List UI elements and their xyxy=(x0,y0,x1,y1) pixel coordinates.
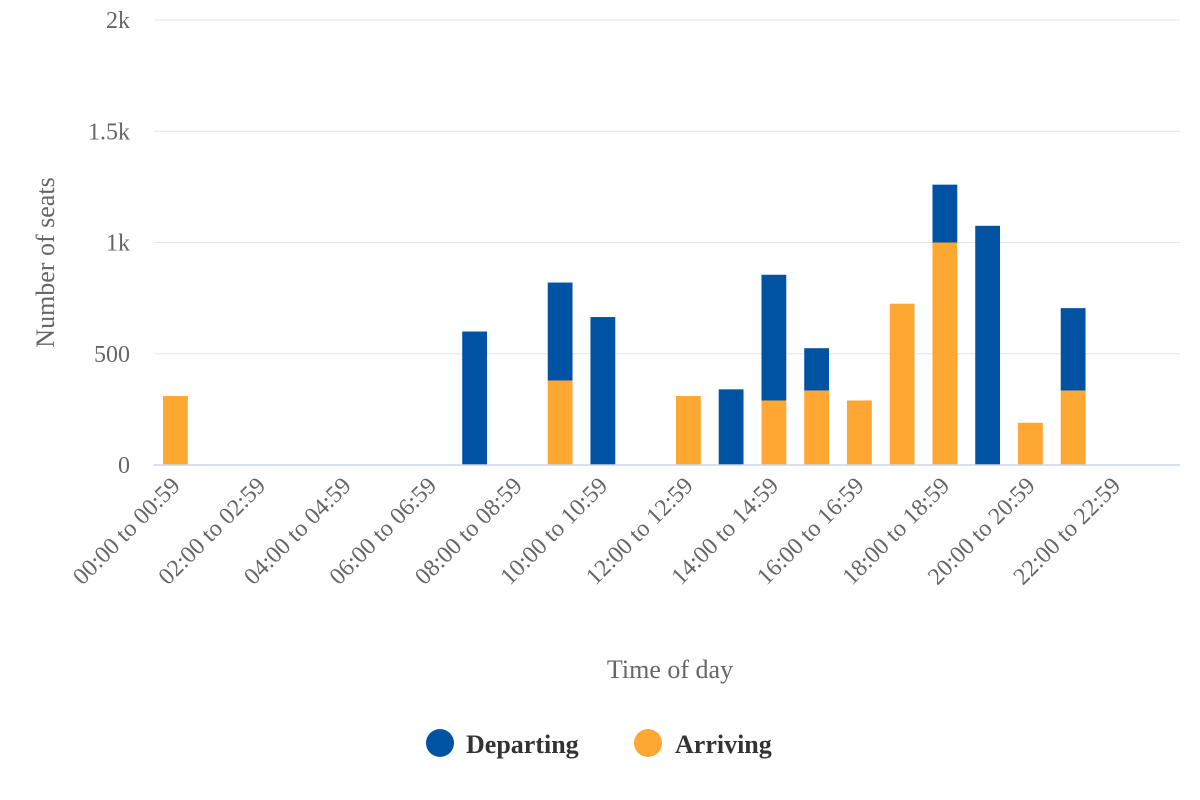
bars xyxy=(162,184,1086,465)
bar-arriving xyxy=(761,400,787,465)
bar-arriving xyxy=(804,390,830,465)
bar-departing xyxy=(590,317,616,465)
bar-arriving xyxy=(162,396,188,465)
bar-arriving xyxy=(1017,422,1043,465)
bar-departing xyxy=(547,282,573,381)
bar-departing xyxy=(975,225,1001,465)
legend-label-arriving: Arriving xyxy=(675,730,772,759)
y-tick-label: 0 xyxy=(118,453,130,479)
legend-marker-departing xyxy=(426,729,454,757)
bar-arriving xyxy=(1060,390,1086,465)
y-axis-title: Number of seats xyxy=(31,177,60,347)
y-tick-label: 1k xyxy=(106,231,130,257)
bar-arriving xyxy=(846,400,872,465)
bar-departing xyxy=(718,389,744,465)
bar-arriving xyxy=(547,380,573,465)
bar-arriving xyxy=(889,303,915,465)
x-axis-title: Time of day xyxy=(607,655,733,684)
y-tick-label: 1.5k xyxy=(88,119,130,145)
bar-departing xyxy=(462,331,488,465)
y-tick-label: 500 xyxy=(94,342,130,368)
bar-arriving xyxy=(932,242,958,465)
legend-label-departing: Departing xyxy=(466,730,579,759)
bar-departing xyxy=(761,274,787,401)
gridlines xyxy=(154,19,1180,355)
legend: Departing Arriving xyxy=(426,729,772,759)
bar-arriving xyxy=(675,396,701,465)
bar-departing xyxy=(1060,308,1086,391)
bar-departing xyxy=(932,184,958,243)
legend-marker-arriving xyxy=(634,729,662,757)
y-tick-label: 2k xyxy=(106,8,130,34)
bar-departing xyxy=(804,348,830,391)
y-axis-ticks: 0 500 1k 1.5k 2k xyxy=(88,8,130,479)
